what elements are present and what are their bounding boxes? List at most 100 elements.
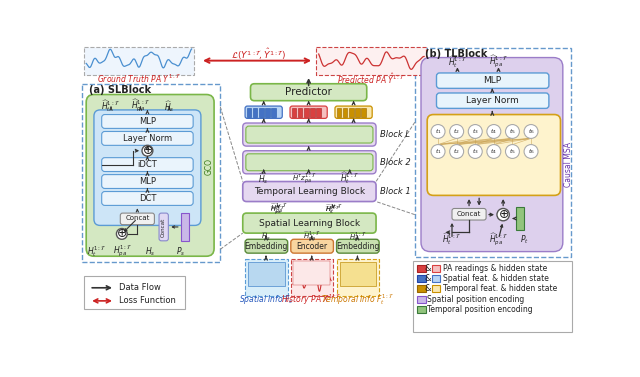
Text: DCT: DCT xyxy=(139,194,156,203)
Text: iDCT: iDCT xyxy=(138,160,157,169)
Text: Concat: Concat xyxy=(457,211,481,217)
Bar xyxy=(343,107,348,117)
Circle shape xyxy=(468,124,482,138)
Bar xyxy=(248,262,285,286)
Text: $H^{1:\mathcal{T}}_{pa}$: $H^{1:\mathcal{T}}_{pa}$ xyxy=(113,244,132,259)
Text: $\widehat{H}^{1:\mathcal{T}}_{pa}$: $\widehat{H}^{1:\mathcal{T}}_{pa}$ xyxy=(489,54,508,70)
Text: $t_2$: $t_2$ xyxy=(453,127,460,136)
Text: $\widehat{H}^{1:\mathcal{T}}_t$: $\widehat{H}^{1:\mathcal{T}}_t$ xyxy=(324,202,342,216)
Text: Embedding: Embedding xyxy=(244,242,288,251)
Text: $\oplus$: $\oplus$ xyxy=(142,144,153,157)
Circle shape xyxy=(506,124,520,138)
Text: $t_6$: $t_6$ xyxy=(527,127,534,136)
FancyBboxPatch shape xyxy=(243,123,376,146)
Text: History PA $X^{1:\mathcal{T}}$: History PA $X^{1:\mathcal{T}}$ xyxy=(281,292,342,307)
Text: $\widehat{H}^{1:\mathcal{T}}_{pa}$: $\widehat{H}^{1:\mathcal{T}}_{pa}$ xyxy=(269,202,287,216)
Text: $\widehat{H}^{1:\mathcal{T}}_t$: $\widehat{H}^{1:\mathcal{T}}_t$ xyxy=(102,98,120,114)
Text: $P_s$: $P_s$ xyxy=(176,245,186,258)
FancyBboxPatch shape xyxy=(102,115,193,129)
Circle shape xyxy=(450,144,463,158)
Bar xyxy=(432,265,440,273)
Circle shape xyxy=(497,208,509,221)
Text: Spatial Learning Block: Spatial Learning Block xyxy=(259,219,360,228)
Text: MLP: MLP xyxy=(139,177,156,186)
Circle shape xyxy=(431,144,445,158)
Text: Temporal Info $F^{1:\mathcal{T}}_t$: Temporal Info $F^{1:\mathcal{T}}_t$ xyxy=(321,292,394,307)
Bar xyxy=(432,276,440,282)
Text: Spatial feat. & hidden state: Spatial feat. & hidden state xyxy=(443,274,548,284)
Bar xyxy=(292,107,296,117)
Text: Layer Norm: Layer Norm xyxy=(123,134,172,143)
Bar xyxy=(293,261,330,285)
Text: Ground Truth PA $Y^{1:\mathcal{T}}$: Ground Truth PA $Y^{1:\mathcal{T}}$ xyxy=(97,72,181,84)
Text: $\widehat{H}^{1:\mathcal{T}}_{pa}$: $\widehat{H}^{1:\mathcal{T}}_{pa}$ xyxy=(271,204,286,217)
Bar xyxy=(316,107,321,117)
Bar xyxy=(83,84,220,262)
Bar xyxy=(516,207,524,230)
Bar xyxy=(271,107,276,117)
Text: Embedding: Embedding xyxy=(336,242,379,251)
Text: Concat: Concat xyxy=(161,217,166,237)
Text: $\oplus$: $\oplus$ xyxy=(116,227,127,241)
Text: $t_3$: $t_3$ xyxy=(472,147,479,156)
Bar xyxy=(316,47,426,75)
Circle shape xyxy=(468,144,482,158)
FancyBboxPatch shape xyxy=(246,154,373,171)
Bar xyxy=(253,107,257,117)
FancyBboxPatch shape xyxy=(243,151,376,174)
Circle shape xyxy=(142,146,153,156)
Text: $t_5$: $t_5$ xyxy=(509,147,516,156)
Text: $\widehat{H}^{1:\mathcal{T}}_t$: $\widehat{H}^{1:\mathcal{T}}_t$ xyxy=(442,231,461,247)
FancyBboxPatch shape xyxy=(335,106,372,118)
FancyBboxPatch shape xyxy=(337,239,379,253)
Text: $t_1$: $t_1$ xyxy=(435,147,442,156)
Bar xyxy=(355,107,360,117)
Text: $\widehat{H}^{1:\mathcal{T}}_t$: $\widehat{H}^{1:\mathcal{T}}_t$ xyxy=(349,230,366,244)
Text: GCO: GCO xyxy=(204,158,213,175)
Bar xyxy=(362,107,366,117)
FancyBboxPatch shape xyxy=(452,208,486,220)
Text: Temporal feat. & hidden state: Temporal feat. & hidden state xyxy=(443,284,557,293)
Bar xyxy=(432,285,440,293)
Text: $t_1$: $t_1$ xyxy=(435,127,442,136)
FancyBboxPatch shape xyxy=(102,132,193,146)
Text: $\widehat{H}^{1:\mathcal{T}}_{pa}$: $\widehat{H}^{1:\mathcal{T}}_{pa}$ xyxy=(489,231,508,248)
Text: $\widehat{H}^\tau z^{1:\mathcal{T}}_{pa}$: $\widehat{H}^\tau z^{1:\mathcal{T}}_{pa}… xyxy=(292,171,317,185)
Bar xyxy=(417,296,426,303)
Bar xyxy=(259,107,264,117)
FancyBboxPatch shape xyxy=(86,95,214,256)
Text: Block 2: Block 2 xyxy=(380,158,411,167)
FancyBboxPatch shape xyxy=(245,239,288,253)
FancyBboxPatch shape xyxy=(428,115,561,195)
FancyBboxPatch shape xyxy=(159,213,168,241)
Text: &: & xyxy=(425,274,431,284)
FancyBboxPatch shape xyxy=(245,106,282,118)
Text: Spatial position encoding: Spatial position encoding xyxy=(428,295,524,304)
Text: Block L: Block L xyxy=(380,130,410,139)
FancyBboxPatch shape xyxy=(250,84,367,101)
Text: $H^{1:\mathcal{T}}_t$: $H^{1:\mathcal{T}}_t$ xyxy=(87,244,107,259)
Bar xyxy=(413,261,572,332)
Text: Loss Function: Loss Function xyxy=(119,296,175,305)
Text: (b) TLBlock: (b) TLBlock xyxy=(425,49,487,60)
Circle shape xyxy=(487,144,501,158)
Text: Encoder: Encoder xyxy=(296,242,327,251)
Bar xyxy=(349,107,353,117)
FancyBboxPatch shape xyxy=(102,175,193,188)
Text: $H_s$: $H_s$ xyxy=(145,245,155,258)
Text: (a) SLBlock: (a) SLBlock xyxy=(90,85,152,95)
FancyBboxPatch shape xyxy=(291,239,333,253)
Text: Layer Norm: Layer Norm xyxy=(466,96,518,105)
Bar xyxy=(340,262,376,286)
Text: $\widehat{H}_s$: $\widehat{H}_s$ xyxy=(164,99,174,113)
Text: $\widehat{H}_s$: $\widehat{H}_s$ xyxy=(261,231,271,243)
Bar xyxy=(84,276,184,309)
Text: $\widehat{H}^{1:\mathcal{T}}_{pa}$: $\widehat{H}^{1:\mathcal{T}}_{pa}$ xyxy=(303,230,321,244)
Bar xyxy=(417,265,426,273)
Bar xyxy=(415,48,572,257)
Bar xyxy=(84,47,194,75)
Text: MLP: MLP xyxy=(483,76,501,85)
Text: $\oplus$: $\oplus$ xyxy=(497,208,509,221)
Text: Causal MSA: Causal MSA xyxy=(564,142,573,187)
Text: Predictor: Predictor xyxy=(285,87,332,97)
